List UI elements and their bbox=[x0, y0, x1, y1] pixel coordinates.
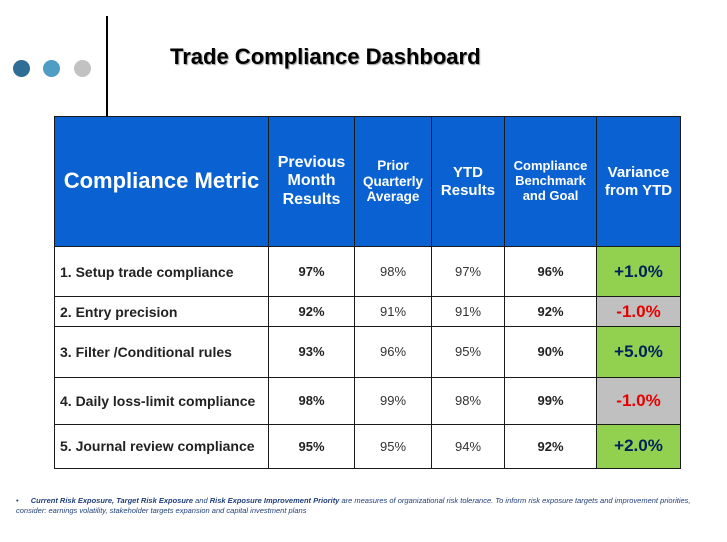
header-prior-quarterly: Prior Quarterly Average bbox=[354, 116, 432, 247]
cell-metric: 5. Journal review compliance bbox=[54, 423, 269, 470]
header-row: Compliance Metric Previous Month Results… bbox=[54, 116, 681, 247]
cell-previous-month: 97% bbox=[268, 245, 355, 298]
header-variance: Variance from YTD bbox=[596, 116, 681, 247]
page-title: Trade Compliance Dashboard bbox=[170, 44, 481, 69]
cell-variance: -1.0% bbox=[596, 296, 681, 328]
table-row: 4. Daily loss-limit compliance 98% 99% 98% 9… bbox=[54, 376, 681, 425]
cell-metric: 4. Daily loss-limit compliance bbox=[54, 376, 269, 425]
cell-metric: 2. Entry precision bbox=[54, 296, 269, 328]
header-metric: Compliance Metric bbox=[54, 116, 269, 247]
dot-dark bbox=[13, 60, 30, 77]
cell-metric: 3. Filter /Conditional rules bbox=[54, 326, 269, 378]
cell-variance: +2.0% bbox=[596, 423, 681, 470]
cell-ytd: 95% bbox=[431, 326, 505, 378]
table-row: 3. Filter /Conditional rules 93% 96% 95% 90%… bbox=[54, 326, 681, 378]
header-previous-month: Previous Month Results bbox=[268, 116, 355, 247]
cell-previous-month: 98% bbox=[268, 376, 355, 425]
cell-prior-quarterly: 91% bbox=[354, 296, 432, 328]
table-row: 2. Entry precision 92% 91% 91% 92% -1.0% bbox=[54, 296, 681, 328]
cell-ytd: 97% bbox=[431, 245, 505, 298]
cell-benchmark: 92% bbox=[504, 423, 597, 470]
cell-previous-month: 93% bbox=[268, 326, 355, 378]
footnote-term-2: Target Risk Exposure bbox=[116, 496, 194, 505]
footnote-term-3: Risk Exposure Improvement Priority bbox=[209, 496, 340, 505]
cell-ytd: 94% bbox=[431, 423, 505, 470]
table-row: 1. Setup trade compliance 97% 98% 97% 96% +1.… bbox=[54, 245, 681, 298]
cell-prior-quarterly: 99% bbox=[354, 376, 432, 425]
cell-ytd: 91% bbox=[431, 296, 505, 328]
vertical-divider bbox=[106, 16, 108, 116]
cell-benchmark: 96% bbox=[504, 245, 597, 298]
footnote-bullet: • bbox=[16, 496, 19, 505]
footnote-and: and bbox=[195, 496, 208, 505]
cell-prior-quarterly: 98% bbox=[354, 245, 432, 298]
cell-previous-month: 92% bbox=[268, 296, 355, 328]
cell-benchmark: 90% bbox=[504, 326, 597, 378]
footnote: • Current Risk Exposure, Target Risk Exp… bbox=[16, 496, 696, 516]
dot-medium bbox=[43, 60, 60, 77]
cell-metric: 1. Setup trade compliance bbox=[54, 245, 269, 298]
dot-light bbox=[74, 60, 91, 77]
cell-prior-quarterly: 96% bbox=[354, 326, 432, 378]
cell-benchmark: 92% bbox=[504, 296, 597, 328]
footnote-text: are measures of organizational risk tole… bbox=[16, 496, 691, 515]
cell-prior-quarterly: 95% bbox=[354, 423, 432, 470]
cell-variance: +5.0% bbox=[596, 326, 681, 378]
cell-variance: +1.0% bbox=[596, 245, 681, 298]
cell-variance: -1.0% bbox=[596, 376, 681, 425]
footnote-term-1: Current Risk Exposure, bbox=[30, 496, 115, 505]
header-benchmark: Compliance Benchmark and Goal bbox=[504, 116, 597, 247]
table-row: 5. Journal review compliance 95% 95% 94% 92%… bbox=[54, 423, 681, 470]
compliance-table: Compliance Metric Previous Month Results… bbox=[54, 116, 681, 470]
cell-previous-month: 95% bbox=[268, 423, 355, 470]
cell-benchmark: 99% bbox=[504, 376, 597, 425]
cell-ytd: 98% bbox=[431, 376, 505, 425]
header-ytd: YTD Results bbox=[431, 116, 505, 247]
